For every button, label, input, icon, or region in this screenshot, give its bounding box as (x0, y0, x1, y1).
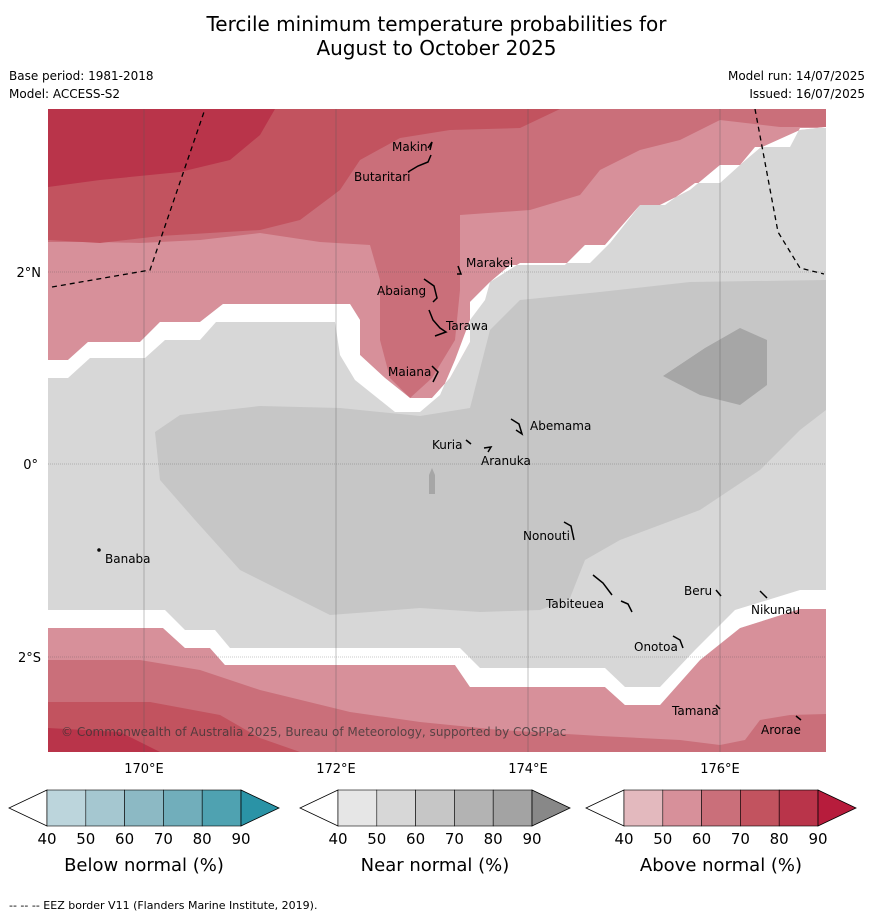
issued-date: Issued: 16/07/2025 (749, 87, 865, 101)
colorbar-segment (163, 789, 203, 827)
place-label: Abaiang (377, 284, 426, 298)
colorbar-segment (492, 789, 533, 827)
colorbar-label: Below normal (%) (64, 855, 224, 876)
place-label: Makin (392, 140, 428, 154)
lat-label: 2°S (18, 651, 41, 666)
place-label: Banaba (105, 552, 151, 566)
colorbar-tick-label: 60 (406, 830, 425, 848)
above-normal-80-south (48, 728, 160, 752)
colorbar-tick-label: 70 (731, 830, 750, 848)
eez-border (51, 109, 825, 288)
colorbar-tick-label: 90 (808, 830, 827, 848)
map-area: Makin Butaritari Marakei Abaiang Tarawa … (48, 109, 826, 752)
colorbar-tick-label: 80 (484, 830, 503, 848)
colorbar-extend-high (240, 789, 280, 827)
near-normal-70-region (663, 328, 767, 405)
colorbar-tick-label: 40 (614, 830, 633, 848)
colorbar-segment (778, 789, 819, 827)
title-line-2: August to October 2025 (316, 36, 557, 60)
colorbar-tick-label: 50 (367, 830, 386, 848)
colorbar-tick-label: 40 (37, 830, 56, 848)
model-run: Model run: 14/07/2025 (727, 69, 865, 83)
colorbar-segment (337, 789, 378, 827)
colorbar-extend-high (817, 789, 857, 827)
colorbar-segment (124, 789, 164, 827)
colorbar-segment (701, 789, 741, 827)
colorbar-segment (454, 789, 494, 827)
colorbar: 40 50 60 70 80 90 Above normal (%) (585, 789, 857, 876)
colorbar-tick-label: 60 (115, 830, 134, 848)
colorbar: 40 50 60 70 80 90 Below normal (%) (8, 789, 280, 876)
colorbar-tick-label: 90 (231, 830, 250, 848)
colorbar-tick-label: 60 (692, 830, 711, 848)
colorbars: 40 50 60 70 80 90 Below normal (%) 40 50 60 70 80 90… (8, 789, 857, 876)
islands (97, 141, 802, 721)
above-normal-80-north (48, 109, 275, 187)
place-label: Nonouti (523, 529, 570, 543)
lon-label: 170°E (124, 762, 164, 777)
colorbar-segment (740, 789, 780, 827)
eez-footnote: -- -- -- EEZ border V11 (Flanders Marine… (9, 899, 318, 912)
model-name: Model: ACCESS-S2 (9, 87, 121, 101)
place-label: Marakei (466, 256, 513, 270)
colorbar-extend-low (585, 789, 625, 827)
title-line-1: Tercile minimum temperature probabilitie… (206, 12, 667, 36)
axis-labels: 2°N 0° 2°S 170°E 172°E 174°E 176°E (17, 266, 740, 777)
colorbar-label: Above normal (%) (640, 855, 802, 876)
colorbar-tick-label: 90 (522, 830, 541, 848)
near-normal-70-spot (429, 468, 435, 494)
place-label: Maiana (388, 365, 431, 379)
colorbar-segment (201, 789, 242, 827)
lon-label: 174°E (508, 762, 548, 777)
colorbar-tick-label: 50 (76, 830, 95, 848)
colorbar-tick-label: 40 (328, 830, 347, 848)
base-period: Base period: 1981-2018 (9, 69, 154, 83)
colorbar-segment (85, 789, 125, 827)
place-label: Kuria (432, 438, 463, 452)
colorbar-label: Near normal (%) (361, 855, 510, 876)
colorbar-segment (415, 789, 455, 827)
copyright-notice: © Commonwealth of Australia 2025, Bureau… (61, 725, 566, 739)
meta-right: Model run: 14/07/2025 Issued: 16/07/2025 (728, 67, 865, 103)
colorbar-segment (376, 789, 416, 827)
colorbar-tick-label: 50 (653, 830, 672, 848)
colorbar-extend-high (531, 789, 571, 827)
map-title: Tercile minimum temperature probabilitie… (0, 12, 873, 60)
place-label: Onotoa (634, 640, 678, 654)
meta-left: Base period: 1981-2018 Model: ACCESS-S2 (9, 67, 154, 103)
colorbar-segment (623, 789, 664, 827)
place-label: Arorae (761, 723, 801, 737)
colorbar-tick-label: 80 (770, 830, 789, 848)
place-label: Nikunau (751, 603, 800, 617)
grid-lines (48, 109, 826, 752)
place-label: Abemama (530, 419, 591, 433)
place-labels: Makin Butaritari Marakei Abaiang Tarawa … (105, 140, 801, 737)
colorbar-extend-low (8, 789, 48, 827)
place-label: Beru (684, 584, 712, 598)
colorbar: 40 50 60 70 80 90 Near normal (%) (299, 789, 571, 876)
colorbar-segment (46, 789, 87, 827)
colorbar-tick-label: 70 (445, 830, 464, 848)
place-label: Aranuka (481, 454, 531, 468)
lat-label: 2°N (17, 266, 42, 281)
colorbar-extend-low (299, 789, 339, 827)
below-40-boundary-south (48, 590, 826, 705)
colorbar-tick-label: 80 (193, 830, 212, 848)
lon-label: 176°E (700, 762, 740, 777)
place-label: Butaritari (354, 170, 411, 184)
colorbar-segment (662, 789, 702, 827)
lon-label: 172°E (316, 762, 356, 777)
place-label: Tarawa (445, 319, 488, 333)
colorbar-tick-label: 70 (154, 830, 173, 848)
lat-label: 0° (23, 458, 38, 473)
place-label: Tamana (671, 704, 719, 718)
place-label: Tabiteuea (545, 597, 604, 611)
